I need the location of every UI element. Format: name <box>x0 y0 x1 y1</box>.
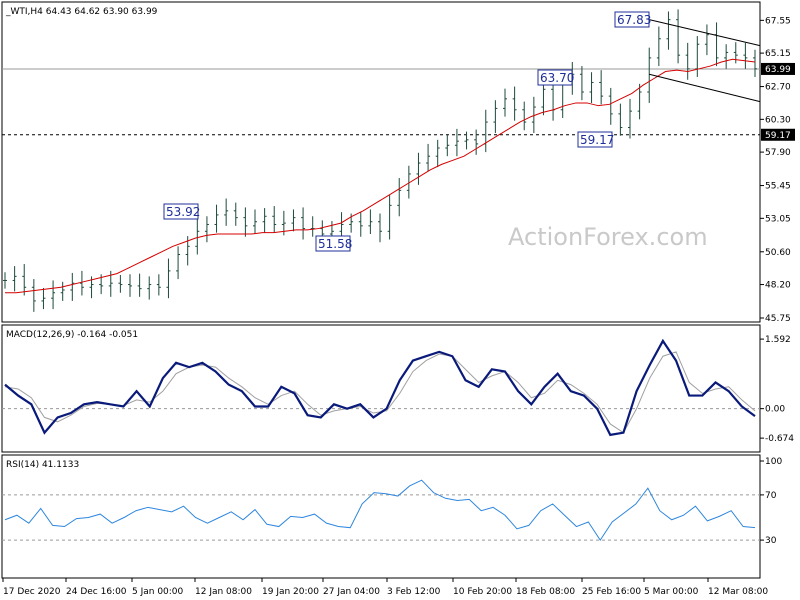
price-tick-label: 53.05 <box>765 214 791 224</box>
time-tick-label: 5 Jan 00:00 <box>132 587 184 597</box>
price-tick-label: 65.15 <box>765 49 791 59</box>
macd-tick-label: 0.00 <box>765 405 785 415</box>
macd-tick-label: -0.674 <box>765 434 794 444</box>
time-tick-label: 19 Jan 20:00 <box>262 587 319 597</box>
moving-average-line <box>5 58 756 294</box>
annotation-box <box>315 235 351 252</box>
time-tick-label: 12 Jan 08:00 <box>195 587 252 597</box>
price-annotation: 67.83 <box>614 11 651 28</box>
annotation-label: 59.17 <box>580 133 614 147</box>
macd-panel <box>1 324 761 453</box>
price-annotation: 51.58 <box>315 235 352 252</box>
rsi-chart: 100 70 30 <box>2 457 782 546</box>
time-tick-label: 18 Feb 08:00 <box>516 587 575 597</box>
annotation-label: 63.70 <box>540 71 574 85</box>
price-tick-label: 48.20 <box>765 281 791 291</box>
price-header: _WTI,H4 64.43 64.62 63.90 63.99 <box>5 7 158 17</box>
time-tick-label: 12 Mar 08:00 <box>708 587 768 597</box>
annotation-box <box>163 203 199 220</box>
time-tick-label: 3 Feb 12:00 <box>387 587 441 597</box>
price-tick-label: 60.30 <box>765 115 791 125</box>
rsi-header: RSI(14) 41.1133 <box>6 460 79 470</box>
watermark: ActionForex.com <box>508 223 708 251</box>
price-annotation: 63.70 <box>537 69 574 86</box>
time-tick-label: 17 Dec 2020 <box>3 587 61 597</box>
macd-chart: 1.592 0.00 -0.674 <box>2 335 794 444</box>
time-tick-label: 5 Mar 00:00 <box>644 587 699 597</box>
macd-tick-label: 1.592 <box>765 335 791 345</box>
price-tick-label: 62.70 <box>765 83 791 93</box>
time-tick-label: 25 Feb 16:00 <box>582 587 641 597</box>
annotation-box <box>577 131 613 148</box>
rsi-tick-label: 70 <box>765 491 777 501</box>
price-tick-label: 50.60 <box>765 248 791 258</box>
annotation-box <box>614 11 650 28</box>
rsi-tick-label: 100 <box>765 457 782 467</box>
time-tick-label: 24 Dec 16:00 <box>66 587 127 597</box>
price-tick-label: 45.75 <box>765 314 791 324</box>
annotation-label: 67.83 <box>617 13 651 27</box>
time-axis: 17 Dec 2020 24 Dec 16:00 5 Jan 00:00 12 Jan… <box>2 578 768 597</box>
channel-upper-line <box>649 19 761 47</box>
annotation-label: 51.58 <box>318 237 352 251</box>
price-marker-box <box>761 62 795 75</box>
time-tick-label: 27 Jan 04:00 <box>323 587 380 597</box>
annotation-box <box>537 69 573 86</box>
channel-lower-line <box>649 73 761 103</box>
price-marker-label: 59.17 <box>765 131 791 141</box>
macd-line <box>4 338 756 437</box>
price-panel <box>1 1 761 323</box>
rsi-tick-label: 30 <box>765 536 777 546</box>
annotation-label: 53.92 <box>166 205 200 219</box>
rsi-panel <box>1 454 761 579</box>
price-marker-label: 63.99 <box>765 65 791 75</box>
price-marker-box <box>761 128 795 141</box>
price-chart: 67.55 65.15 62.70 60.30 57.90 55.45 53.05 50.60… <box>2 9 795 324</box>
rsi-line <box>4 479 756 542</box>
time-tick-label: 10 Feb 20:00 <box>453 587 512 597</box>
price-annotation: 59.17 <box>577 131 614 148</box>
price-tick-label: 55.45 <box>765 182 791 192</box>
price-tick-label: 57.90 <box>765 148 791 158</box>
price-annotation: 53.92 <box>163 203 200 220</box>
macd-header: MACD(12,26,9) -0.164 -0.051 <box>6 330 138 340</box>
price-tick-label: 67.55 <box>765 16 791 26</box>
